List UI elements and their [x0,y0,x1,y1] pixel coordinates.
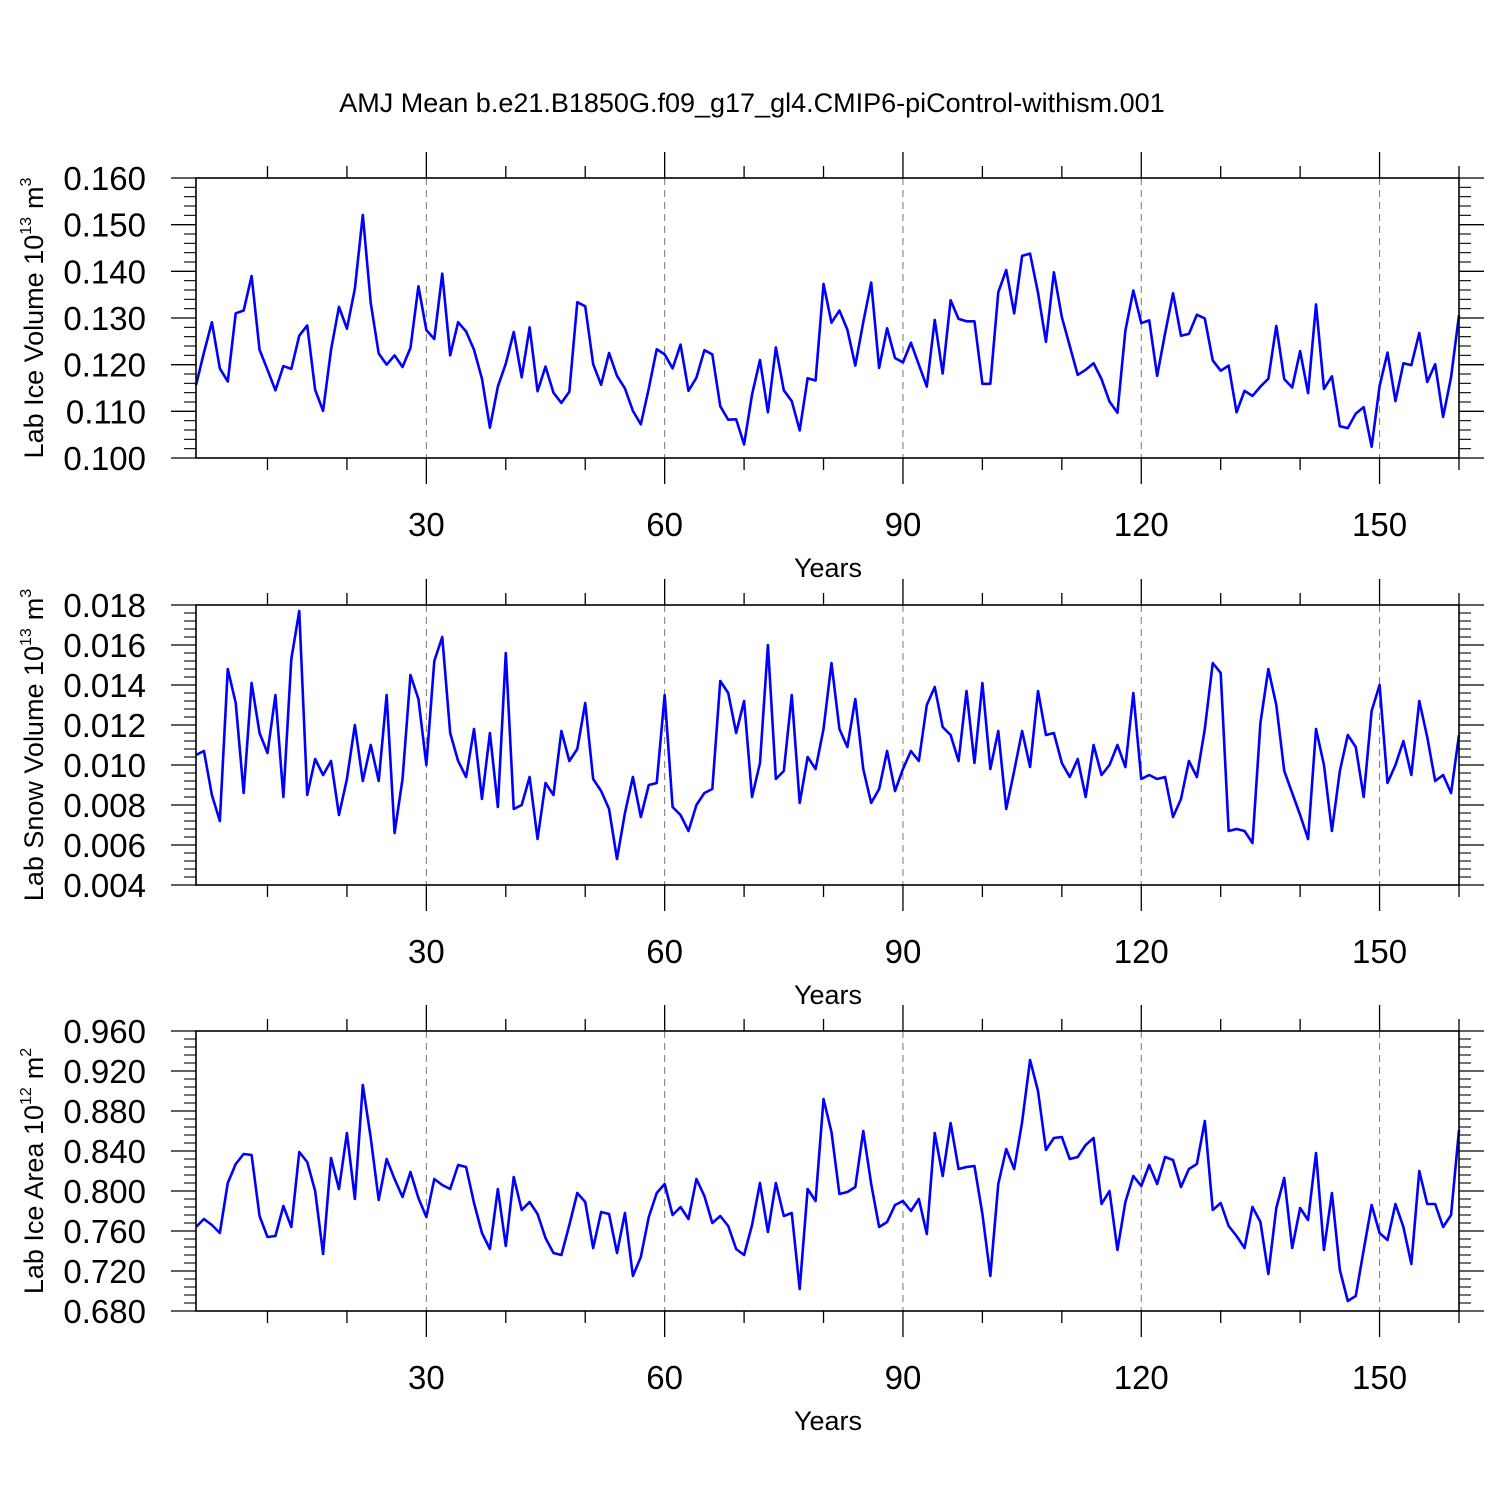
y-title-unit: m [19,598,49,621]
y-tick-label: 0.720 [63,1253,146,1290]
x-axis-title: Years [794,1406,862,1436]
y-axis-title: Lab Snow Volume 1013 m3 [18,589,49,901]
y-tick-label: 0.120 [63,347,146,384]
x-tick-label: 150 [1352,506,1407,543]
y-tick-label: 0.016 [63,627,146,664]
y-tick-label: 0.008 [63,787,146,824]
x-axis-title: Years [794,553,862,583]
y-tick-label: 0.012 [63,707,146,744]
x-tick-label: 120 [1114,1359,1169,1396]
y-title-unit-exponent: 3 [18,177,35,186]
x-tick-label: 90 [885,1359,922,1396]
y-tick-label: 0.680 [63,1293,146,1330]
y-title-unit: m [19,186,49,209]
y-tick-label: 0.760 [63,1213,146,1250]
x-tick-label: 120 [1114,506,1169,543]
y-tick-label: 0.920 [63,1053,146,1090]
x-tick-label: 150 [1352,1359,1407,1396]
x-tick-label: 60 [646,506,683,543]
panel-ice-volume: 30 60 90 120 150 Years 0.100 0.110 0.120 0.130 0.1… [18,152,1484,583]
y-tick-label: 0.004 [63,867,146,904]
x-axis-title: Years [794,980,862,1010]
y-axis-title: Lab Ice Area 1012 m2 [18,1048,49,1294]
y-tick-label: 0.014 [63,667,146,704]
panel-snow-volume: 30 60 90 120 150Years0.0040.0060.0080.0100.0… [18,579,1484,1010]
x-tick-label: 60 [646,1359,683,1396]
y-axis-title: Lab Ice Volume 1013 m3 [18,177,49,458]
y-title-exponent: 12 [18,1087,35,1105]
y-tick-label: 0.140 [63,253,146,290]
y-tick-label: 0.110 [66,393,146,430]
y-title-text: Lab Ice Area 10 [19,1105,49,1294]
x-tick-label: 90 [885,506,922,543]
y-title-unit: m [19,1057,49,1080]
x-tick-label: 150 [1352,933,1407,970]
y-tick-label: 0.006 [63,827,146,864]
x-tick-label: 60 [646,933,683,970]
panels: 30 60 90 120 150 Years 0.100 0.110 0.120 0.130 0.1… [18,152,1484,1436]
x-tick-label: 90 [885,933,922,970]
y-title-unit-exponent: 2 [18,1048,35,1057]
y-tick-label: 0.960 [63,1013,146,1050]
y-title-exponent: 13 [18,217,35,235]
x-tick-label: 120 [1114,933,1169,970]
x-tick-label: 30 [408,1359,445,1396]
y-tick-label: 0.150 [63,207,146,244]
y-title-unit-exponent: 3 [18,589,35,598]
y-tick-label: 0.840 [63,1133,146,1170]
plot-frame [195,177,1460,459]
x-tick-label: 30 [408,506,445,543]
y-tick-label: 0.880 [63,1093,146,1130]
chart-title: AMJ Mean b.e21.B1850G.f09_g17_gl4.CMIP6-… [339,88,1164,118]
y-tick-label: 0.018 [63,587,146,624]
series-line-snow-volume [195,609,1461,861]
plot-frame [195,604,1460,886]
y-title-text: Lab Snow Volume 10 [19,646,49,901]
series-line-ice-volume [194,213,1461,449]
y-title-text: Lab Ice Volume 10 [19,235,49,459]
y-tick-label: 0.160 [63,160,146,197]
y-tick-label: 0.130 [63,300,146,337]
x-tick-label: 30 [408,933,445,970]
y-tick-label: 0.100 [63,440,146,477]
y-title-exponent: 13 [18,628,35,646]
y-tick-label: 0.800 [63,1173,146,1210]
y-tick-label: 0.010 [63,747,146,784]
panel-ice-area: 30 60 90 120 150Years0.6800.7200.7600.8000.8… [18,1005,1484,1436]
plot-frame [195,1030,1460,1312]
series-line-ice-area [195,1058,1461,1303]
